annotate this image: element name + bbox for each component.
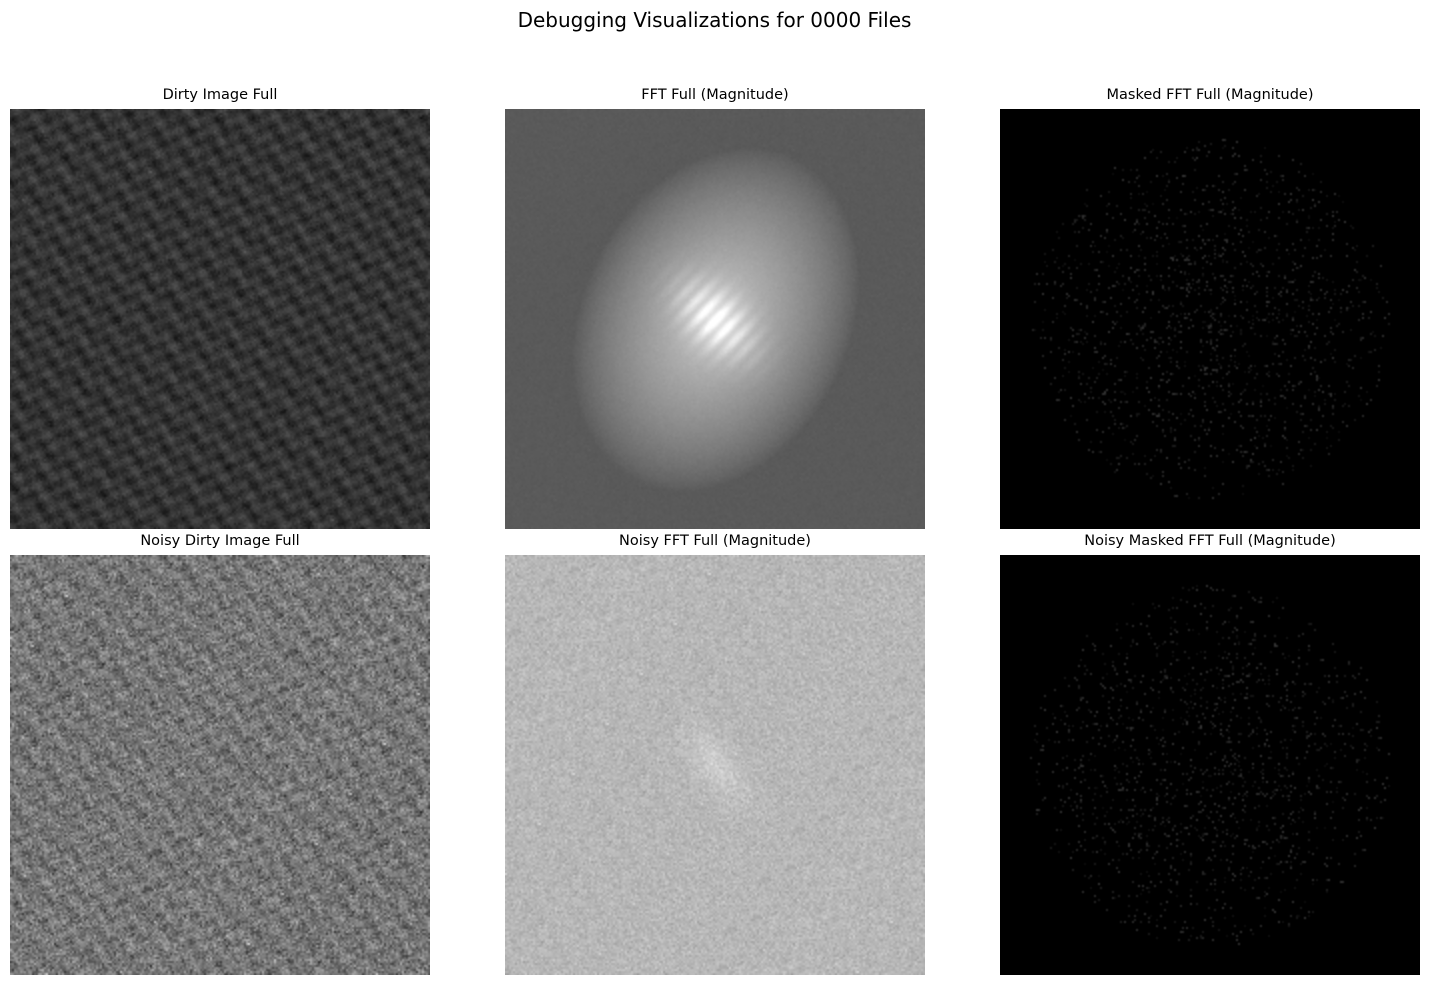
panel-title: Noisy Dirty Image Full	[140, 533, 300, 549]
dirty-image-heatmap	[10, 109, 430, 529]
panel-noisy-fft: Noisy FFT Full (Magnitude)	[505, 532, 925, 975]
panel-dirty-image: Dirty Image Full	[10, 86, 430, 529]
figure-title: Debugging Visualizations for 0000 Files	[517, 8, 912, 32]
panel-title: Noisy Masked FFT Full (Magnitude)	[1084, 533, 1336, 549]
panel-title: Noisy FFT Full (Magnitude)	[619, 533, 811, 549]
panel-title: Masked FFT Full (Magnitude)	[1106, 87, 1314, 103]
panel-noisy-dirty-image: Noisy Dirty Image Full	[10, 532, 430, 975]
fft-magnitude-heatmap	[505, 109, 925, 529]
noisy-dirty-image-heatmap	[10, 555, 430, 975]
noisy-fft-heatmap	[505, 555, 925, 975]
panel-fft: FFT Full (Magnitude)	[505, 86, 925, 529]
panel-title: FFT Full (Magnitude)	[641, 87, 789, 103]
panel-title: Dirty Image Full	[162, 87, 278, 103]
panel-noisy-masked-fft: Noisy Masked FFT Full (Magnitude)	[1000, 532, 1420, 975]
noisy-masked-fft-heatmap	[1000, 555, 1420, 975]
panel-masked-fft: Masked FFT Full (Magnitude)	[1000, 86, 1420, 529]
masked-fft-heatmap	[1000, 109, 1420, 529]
